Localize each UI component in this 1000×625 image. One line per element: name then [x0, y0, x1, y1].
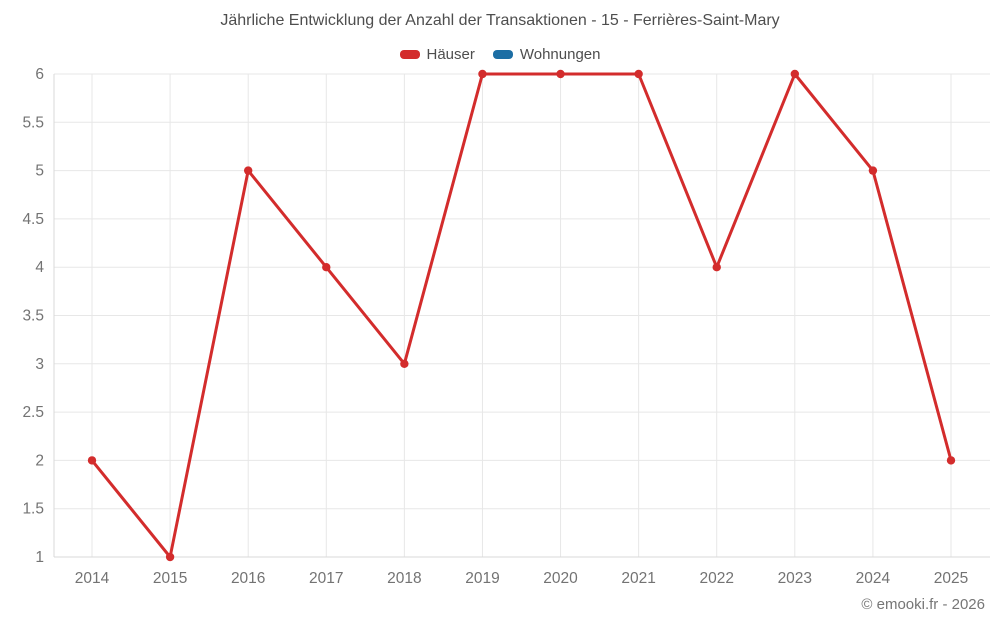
x-tick-label: 2024	[856, 570, 891, 587]
legend-item-haeuser[interactable]: Häuser	[399, 46, 475, 63]
data-point-2019[interactable]	[478, 69, 487, 79]
copyright-text: © emooki.fr - 2026	[861, 596, 985, 613]
y-tick-label: 6	[35, 66, 44, 83]
data-point-2018[interactable]	[400, 359, 409, 368]
series-line-häuser	[90, 72, 953, 559]
y-tick-label: 4	[35, 259, 44, 276]
data-point-2022[interactable]	[712, 263, 721, 272]
x-tick-label: 2017	[309, 570, 343, 587]
legend-swatch-haeuser-icon	[399, 50, 420, 59]
x-tick-label: 2021	[621, 570, 655, 587]
x-tick-label: 2023	[778, 570, 812, 587]
y-tick-label: 5	[35, 163, 44, 180]
x-tick-label: 2025	[934, 570, 968, 587]
chart-legend: Häuser Wohnungen	[0, 46, 1000, 63]
y-tick-label: 1.5	[22, 501, 44, 518]
y-tick-label: 4.5	[22, 211, 44, 228]
data-point-2024[interactable]	[868, 166, 878, 175]
legend-swatch-wohnungen-icon	[492, 50, 513, 59]
x-tick-label: 2016	[231, 570, 265, 587]
y-tick-label: 2.5	[22, 404, 44, 421]
data-point-2014[interactable]	[87, 456, 97, 465]
y-tick-label: 3	[35, 356, 44, 373]
data-point-2025[interactable]	[946, 456, 956, 465]
x-tick-label: 2018	[387, 570, 421, 587]
data-point-2023[interactable]	[790, 69, 800, 79]
y-tick-label: 5.5	[22, 114, 44, 131]
x-tick-label: 2014	[75, 570, 110, 587]
data-point-2015[interactable]	[165, 552, 175, 562]
x-tick-label: 2022	[699, 570, 733, 587]
data-point-2021[interactable]	[634, 69, 643, 79]
chart-title: Jährliche Entwicklung der Anzahl der Tra…	[220, 12, 780, 29]
data-point-2017[interactable]	[322, 263, 331, 272]
legend-label-haeuser: Häuser	[426, 46, 475, 63]
x-tick-label: 2020	[543, 570, 578, 587]
legend-item-wohnungen[interactable]: Wohnungen	[492, 46, 601, 63]
y-tick-label: 1	[35, 549, 44, 566]
data-point-2016[interactable]	[243, 166, 253, 175]
x-tick-label: 2015	[153, 570, 187, 587]
x-tick-label: 2019	[465, 570, 499, 587]
legend-label-wohnungen: Wohnungen	[519, 46, 601, 63]
y-tick-label: 2	[35, 452, 44, 469]
y-tick-label: 3.5	[22, 308, 44, 325]
data-point-2020[interactable]	[556, 69, 565, 79]
